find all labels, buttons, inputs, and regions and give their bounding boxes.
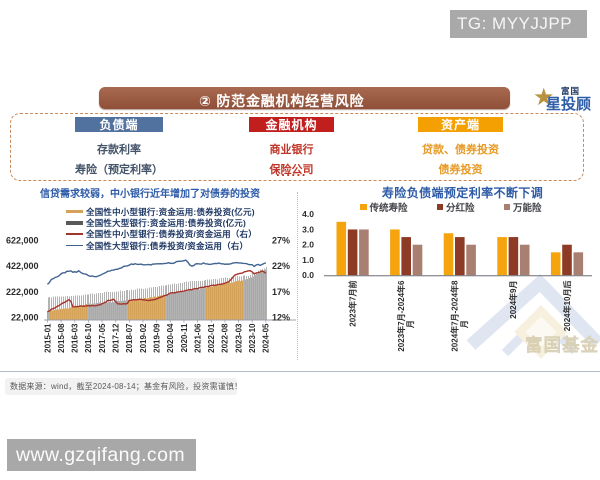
left-legend-swatch-1 [66, 221, 83, 225]
flow-item-2-0: 贷款、债券投资 [422, 144, 499, 156]
left-chart-title: 信贷需求较弱，中小银行近年增加了对债券的投资 [40, 189, 260, 200]
right-legend-swatch-2 [503, 203, 511, 211]
fund-logo-outer-chevron [466, 273, 600, 350]
left-xtick-6: 2018-07 [125, 323, 134, 353]
flow-item-1-0: 商业银行 [269, 144, 314, 156]
left-legend-item-0: 全国性中小型银行:资金运用:债券投资(亿元) [66, 206, 257, 217]
right-chart-ytick-1: 1.0 [302, 255, 314, 265]
left-xtick-5: 2017-12 [112, 323, 121, 353]
right-ytick-1: 22% [272, 261, 290, 271]
flow-header-1: 金融机构 [249, 117, 334, 132]
right-ytick-0: 27% [272, 235, 290, 245]
left-xtick-15: 2023-10 [248, 323, 257, 353]
flow-panel: 负债端存款利率寿险（预定利率） 金融机构商业银行保险公司...... 资产端贷款、债… [10, 113, 584, 181]
section-banner: ② 防范金融机构经营风险 [99, 87, 510, 109]
right-xtick-2-wrap: 月 [460, 320, 469, 329]
left-xtick-13: 2022-08 [221, 323, 230, 353]
left-legend-item-2: 全国性中小型银行:债券投资/资金运用（右） [66, 229, 257, 240]
right-xtick-1-wrap: 月 [406, 320, 415, 329]
left-legend-label-3: 全国性大型银行:债券投资/资金运用（右） [86, 240, 249, 251]
left-xtick-3: 2016-10 [84, 323, 93, 353]
right-legend-swatch-1 [436, 203, 444, 211]
right-xtick-0: 2023年7月前 [347, 281, 357, 327]
footer-rule [0, 371, 600, 372]
section-banner-title: ② 防范金融机构经营风险 [199, 92, 365, 109]
right-ytick-3: 12% [272, 313, 290, 323]
right-legend-label-2: 万能险 [513, 203, 542, 214]
left-line-series-0 [47, 270, 267, 313]
left-xtick-8: 2019-09 [152, 323, 161, 353]
right-bars-series-0 [336, 221, 561, 276]
right-xtick-2: 2024年7月-2024年8 [450, 280, 460, 352]
flow-item-1-1: 保险公司 [269, 164, 314, 176]
left-chart: 622,000422,000222,00022,00027%22%17%12%2… [6, 235, 296, 353]
right-chart-title: 寿险负债端预定利率不断下调 [381, 186, 544, 200]
right-chart-ytick-0: 0.0 [302, 270, 314, 280]
left-legend-label-2: 全国性中小型银行:债券投资/资金运用（右） [86, 229, 257, 240]
right-xtick-3: 2024年9月 [508, 281, 518, 319]
left-xtick-14: 2023-03 [234, 323, 243, 353]
fund-watermark-label: 富国基金 [525, 335, 599, 355]
right-legend-item-0: 传统寿险 [360, 200, 408, 214]
left-legend-item-3: 全国性大型银行:债券投资/资金运用（右） [66, 240, 257, 251]
flow-header-2: 资产端 [418, 117, 503, 132]
left-bars-series-0 [47, 269, 266, 320]
left-legend-swatch-2 [66, 233, 83, 236]
right-xtick-1: 2023年7月-2024年6 [396, 280, 406, 352]
left-legend-swatch-3 [66, 244, 83, 247]
charts-divider [297, 192, 298, 360]
right-chart-legend: 传统寿险 分红险 万能险 [360, 200, 542, 214]
tg-watermark-label: TG: MYYJJPP [457, 14, 573, 33]
left-legend-label-1: 全国性大型银行:资金运用:债券投资(亿元) [86, 217, 247, 228]
site-watermark: www.gzqifang.com [7, 439, 196, 471]
flow-item-0-0: 存款利率 [97, 144, 141, 156]
flow-item-2-1: 债券投资 [438, 164, 483, 176]
right-legend-label-0: 传统寿险 [369, 203, 408, 214]
right-ytick-2: 17% [272, 287, 290, 297]
right-chart-ytick-3: 3.0 [302, 224, 314, 234]
left-ytick-0: 622,000 [6, 235, 39, 245]
right-chart-ytick-2: 2.0 [302, 240, 314, 250]
left-xtick-11: 2021-06 [193, 323, 202, 353]
flow-header-0: 负债端 [75, 117, 163, 132]
right-legend-item-1: 分红险 [436, 200, 475, 214]
site-watermark-label: www.gzqifang.com [16, 443, 185, 466]
left-xtick-0: 2015-01 [43, 323, 52, 353]
footer-note-text: 数据来源：wind，截至2024-08-14；基金有风险，投资需谨慎！ [10, 382, 243, 391]
right-legend-item-2: 万能险 [503, 200, 542, 214]
right-bars-series-2 [359, 229, 584, 276]
brand-logo: ★ 富国 星投顾 [531, 84, 597, 116]
left-ytick-3: 22,000 [11, 313, 39, 323]
right-xtick-4: 2024年10月后 [562, 281, 572, 332]
left-xtick-7: 2019-02 [139, 323, 148, 353]
right-bars-series-1 [347, 229, 572, 276]
flow-ellipsis: ...... [276, 164, 307, 179]
brand-name-big: 星投顾 [546, 96, 592, 113]
tg-watermark: TG: MYYJJPP [450, 10, 587, 38]
left-xtick-12: 2022-01 [207, 323, 216, 353]
left-legend-swatch-0 [66, 209, 83, 214]
right-legend-label-1: 分红险 [446, 203, 475, 214]
left-chart-legend: 全国性中小型银行:资金运用:债券投资(亿元) 全国性大型银行:资金运用:债券投资(… [66, 206, 257, 251]
footer-note: 数据来源：wind，截至2024-08-14；基金有风险，投资需谨慎！ [5, 378, 242, 395]
left-xtick-4: 2017-05 [98, 323, 107, 353]
fund-logo-watermark: 富国基金 [466, 273, 600, 359]
left-ytick-2: 222,000 [6, 287, 39, 297]
left-xtick-10: 2020-11 [180, 323, 189, 352]
left-legend-label-0: 全国性中小型银行:资金运用:债券投资(亿元) [86, 206, 255, 217]
left-xtick-1: 2015-08 [57, 323, 66, 353]
right-legend-swatch-0 [360, 203, 367, 211]
left-xtick-2: 2016-03 [71, 323, 80, 353]
left-xtick-9: 2020-04 [166, 323, 175, 353]
star-icon: ★ [533, 84, 555, 111]
left-legend-item-1: 全国性大型银行:资金运用:债券投资(亿元) [66, 217, 257, 228]
left-ytick-1: 422,000 [6, 261, 39, 271]
left-xtick-16: 2024-05 [262, 323, 271, 353]
flow-item-0-1: 寿险（预定利率） [75, 164, 163, 176]
brand-name-small: 富国 [561, 86, 581, 96]
right-chart-ytick-4: 4.0 [302, 209, 314, 219]
left-line-series-1 [46, 259, 267, 285]
